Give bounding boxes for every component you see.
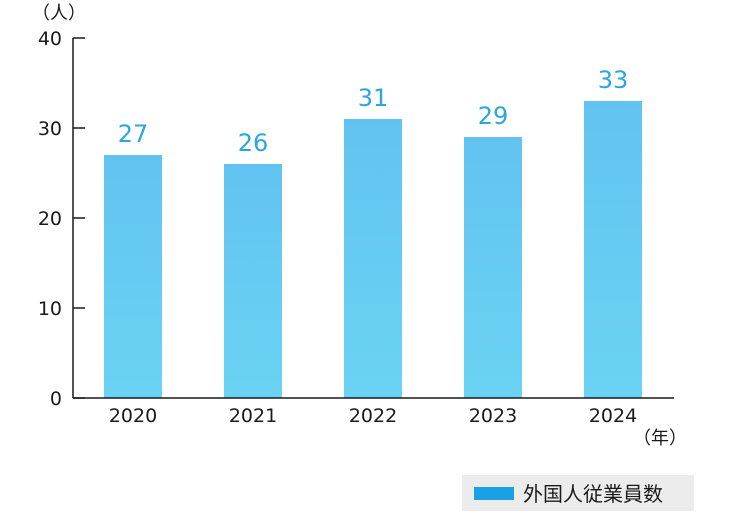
bar-2023 [464,137,522,398]
bar-2022 [344,119,402,398]
value-label-2024: 33 [598,66,629,94]
y-tick-label-30: 30 [38,118,62,140]
bars-group [104,101,642,398]
x-tick-label-2020: 2020 [109,405,157,427]
value-label-2020: 27 [118,120,149,148]
bar-2021 [224,164,282,398]
y-ticks-group: 0 10 20 30 40 [38,28,85,410]
value-label-2021: 26 [238,129,269,157]
x-axis-unit-label: （年） [633,428,687,449]
value-label-2022: 31 [358,84,389,112]
y-tick-label-40: 40 [38,28,62,50]
value-labels-group: 27 26 31 29 33 [118,66,629,157]
x-tick-label-2024: 2024 [589,405,637,427]
legend-label: 外国人従業員数 [523,482,663,506]
y-tick-label-10: 10 [38,298,62,320]
x-ticks-group: 2020 2021 2022 2023 2024 [109,405,637,427]
x-tick-label-2021: 2021 [229,405,277,427]
x-tick-label-2023: 2023 [469,405,517,427]
x-tick-label-2022: 2022 [349,405,397,427]
legend-swatch [474,487,514,500]
value-label-2023: 29 [478,102,509,130]
y-tick-label-0: 0 [50,388,62,410]
y-axis-unit-label: （人） [32,3,86,24]
y-tick-label-20: 20 [38,208,62,230]
bar-2024 [584,101,642,398]
bar-2020 [104,155,162,398]
legend: 外国人従業員数 [462,475,694,511]
